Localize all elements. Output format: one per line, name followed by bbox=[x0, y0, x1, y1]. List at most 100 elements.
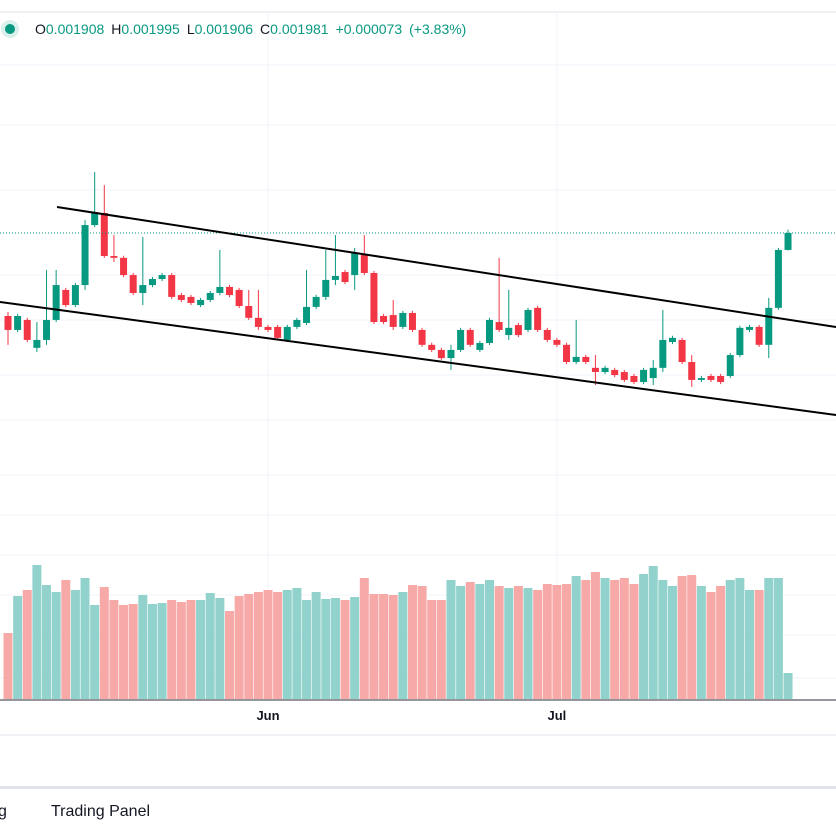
volume-bar bbox=[398, 592, 408, 699]
low-label: L bbox=[186, 21, 195, 37]
volume-bar bbox=[783, 673, 793, 699]
volume-bar bbox=[571, 576, 581, 699]
volume-bar bbox=[22, 590, 32, 699]
open-label: O bbox=[35, 21, 46, 37]
candle-body bbox=[620, 372, 628, 380]
candle-body bbox=[360, 255, 368, 273]
volume-bar bbox=[205, 593, 215, 699]
candle-body bbox=[486, 319, 493, 343]
candle-body bbox=[139, 285, 147, 293]
volume-bar bbox=[359, 578, 369, 699]
volume-bar bbox=[32, 565, 42, 699]
candle-body bbox=[659, 339, 667, 368]
volume-bar bbox=[350, 597, 360, 699]
candle-body bbox=[274, 326, 282, 338]
candle-body bbox=[14, 315, 22, 330]
candle-body bbox=[129, 275, 137, 293]
candle-body bbox=[389, 315, 397, 327]
volume-bar bbox=[61, 580, 71, 699]
volume-bar bbox=[138, 595, 148, 699]
candle-body bbox=[543, 329, 551, 340]
candle-body bbox=[678, 339, 686, 363]
candle-body bbox=[466, 329, 474, 345]
volume-bar bbox=[196, 600, 206, 699]
x-tick-label: Jul bbox=[548, 708, 567, 723]
high-value: 0.001995 bbox=[121, 21, 180, 37]
volume-bar bbox=[119, 605, 129, 699]
candle-body bbox=[33, 339, 41, 348]
ohlc-legend: O0.001908 H0.001995 L0.001906 C0.001981 … bbox=[0, 19, 466, 39]
candle-body bbox=[784, 232, 792, 250]
candle-body bbox=[71, 285, 79, 306]
volume-bar bbox=[706, 592, 716, 699]
volume-bar bbox=[504, 588, 514, 699]
candle-body bbox=[765, 307, 773, 345]
volume-bar bbox=[292, 588, 302, 699]
x-tick-label: Jun bbox=[256, 708, 279, 723]
volume-bar bbox=[658, 580, 668, 699]
candle-body bbox=[206, 292, 214, 300]
open-value: 0.001908 bbox=[45, 21, 105, 37]
volume-bar bbox=[263, 590, 273, 699]
volume-bar bbox=[99, 587, 109, 699]
candle-body bbox=[351, 252, 359, 276]
volume-bar bbox=[581, 580, 591, 699]
volume-bar bbox=[629, 584, 639, 699]
candle-body bbox=[707, 375, 715, 380]
volume-bar bbox=[70, 590, 80, 699]
candle-body bbox=[100, 212, 108, 256]
candle-body bbox=[158, 275, 166, 280]
candle-body bbox=[736, 327, 744, 356]
volume-bar bbox=[51, 592, 61, 699]
volume-bar bbox=[417, 586, 427, 699]
volume-bar bbox=[427, 600, 437, 699]
candle-body bbox=[235, 289, 243, 306]
candle-body bbox=[630, 375, 638, 383]
volume-bar bbox=[533, 590, 543, 699]
candle-body bbox=[23, 319, 31, 340]
volume-bar bbox=[735, 578, 745, 699]
volume-bar bbox=[745, 590, 755, 699]
candle-body bbox=[197, 299, 205, 306]
tab[interactable]: Trading Panel bbox=[51, 803, 151, 820]
channel-lower-line bbox=[0, 301, 836, 416]
candle-body bbox=[591, 367, 599, 373]
candle-body bbox=[697, 378, 705, 380]
volume-bar bbox=[369, 594, 379, 699]
candle-body bbox=[572, 356, 580, 363]
candle-body bbox=[110, 255, 118, 258]
candle-body bbox=[717, 375, 725, 383]
candle-body bbox=[4, 315, 12, 330]
volume-bar bbox=[13, 596, 23, 699]
status-icon[interactable] bbox=[5, 24, 15, 34]
volume-bar bbox=[590, 572, 600, 699]
candle-body bbox=[91, 212, 99, 226]
volume-bar bbox=[764, 578, 774, 699]
volume-bar bbox=[273, 592, 283, 699]
x-axis: Jun Jul bbox=[256, 708, 566, 723]
candle-body bbox=[293, 319, 301, 327]
candle-body bbox=[611, 369, 619, 376]
volume-bar bbox=[128, 604, 138, 699]
volume-bar bbox=[244, 594, 254, 699]
candle-body bbox=[322, 279, 330, 297]
candle-body bbox=[148, 279, 156, 286]
candle-body bbox=[418, 329, 426, 345]
volume-bar bbox=[311, 592, 321, 699]
candle-body bbox=[563, 344, 571, 363]
volume-bar bbox=[282, 590, 292, 699]
volume-bar bbox=[465, 582, 475, 699]
volume-bar bbox=[552, 585, 562, 699]
volume-bar bbox=[446, 580, 456, 699]
change-percent: (+3.83%) bbox=[409, 21, 467, 37]
volume-bar bbox=[754, 590, 764, 699]
candle-body bbox=[168, 275, 176, 297]
close-value: 0.001981 bbox=[270, 21, 329, 37]
volume-bar bbox=[436, 600, 446, 699]
candle-body bbox=[476, 342, 484, 350]
chart: Jun Jul bbox=[0, 11, 836, 736]
volume-bar bbox=[176, 602, 186, 699]
candle-body bbox=[514, 325, 522, 336]
tab[interactable]: g bbox=[0, 803, 7, 820]
